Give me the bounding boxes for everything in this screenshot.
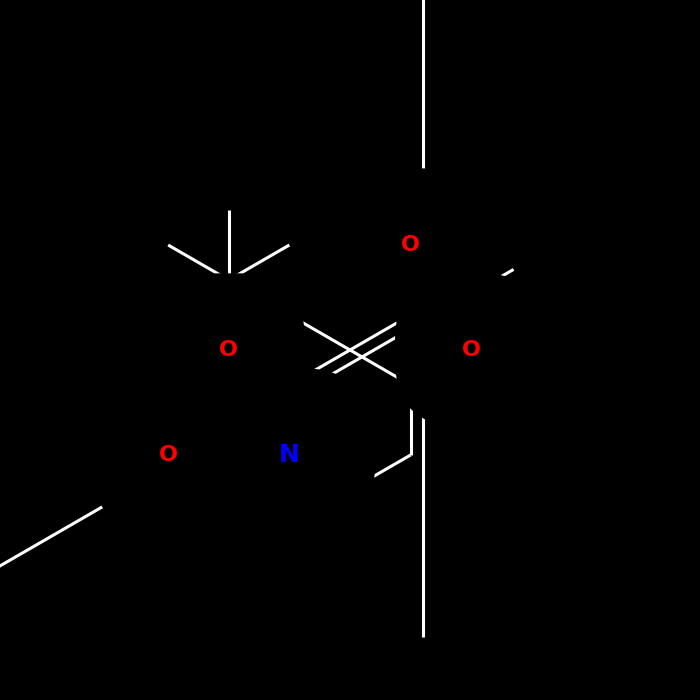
Text: O: O bbox=[462, 340, 481, 360]
Text: O: O bbox=[219, 340, 238, 360]
Text: O: O bbox=[401, 235, 420, 255]
Text: O: O bbox=[159, 445, 178, 465]
Text: N: N bbox=[279, 443, 300, 467]
